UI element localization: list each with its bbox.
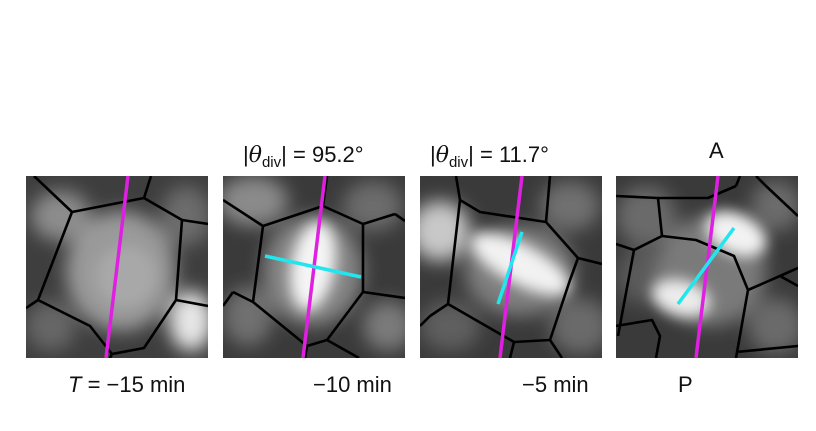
angle-label-panel-2: |θdiv| = 95.2°: [243, 142, 364, 176]
abs-close-equals: | =: [468, 142, 499, 167]
axis-line: [104, 176, 130, 358]
angle-value: 95.2°: [311, 142, 364, 167]
theta-subscript: div: [261, 154, 282, 171]
division-line: [264, 254, 362, 279]
angle-label-panel-3: |θdiv| = 11.7°: [430, 142, 549, 176]
abs-open: |: [243, 142, 249, 167]
abs-open: |: [430, 142, 436, 167]
microscopy-panel-3: [420, 176, 602, 358]
microscopy-panel-2: [223, 176, 405, 358]
abs-close-equals: | =: [281, 142, 312, 167]
anterior-label: A: [709, 138, 724, 163]
posterior-label: P: [678, 372, 693, 397]
theta-symbol: θ: [435, 143, 449, 168]
theta-symbol: θ: [248, 143, 262, 168]
microscopy-panel-1: [26, 176, 208, 358]
time-value: = −15 min: [81, 372, 186, 397]
time-variable: T: [68, 372, 82, 397]
time-label-panel-1: T = −15 min: [68, 372, 185, 398]
angle-value: 11.7°: [498, 142, 549, 167]
division-line: [496, 231, 524, 305]
time-label-panel-3: −5 min: [522, 372, 589, 397]
division-line: [676, 226, 736, 306]
theta-subscript: div: [448, 154, 469, 171]
time-label-panel-2: −10 min: [313, 372, 392, 397]
microscopy-panel-4: [616, 176, 798, 358]
